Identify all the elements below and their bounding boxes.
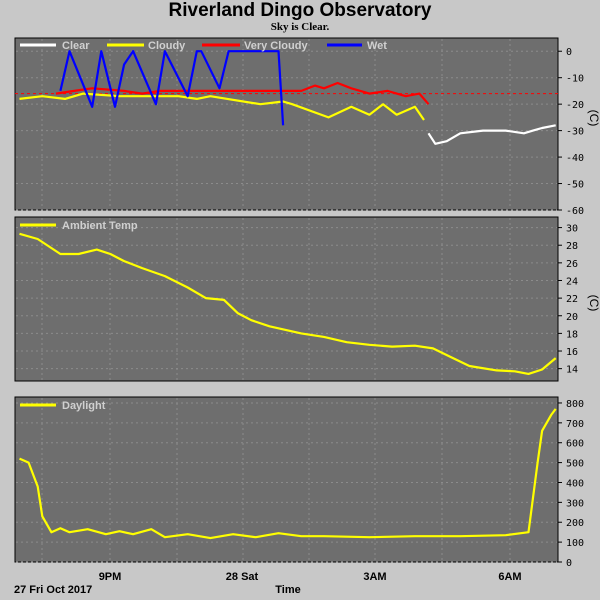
y-tick-label: -20 <box>566 100 584 111</box>
sky-y-ticks: 0 -10 -20 -30 -40 -50 -60 <box>558 47 584 217</box>
legend-label-clear: Clear <box>62 40 90 52</box>
daylight-legend: Daylight <box>20 400 106 412</box>
y-tick-label: -30 <box>566 127 584 138</box>
y-tick-label: 0 <box>566 558 572 569</box>
y-tick-label: 18 <box>566 329 578 340</box>
y-tick-label: 400 <box>566 478 584 489</box>
x-tick-label-6am: 6AM <box>498 571 521 583</box>
y-tick-label: 16 <box>566 347 578 358</box>
y-tick-label: 200 <box>566 518 584 529</box>
series-line-clear <box>427 124 556 145</box>
legend-label-wet: Wet <box>367 40 387 52</box>
daylight-y-ticks: 800 700 600 500 400 300 200 100 0 <box>558 399 584 569</box>
series-line-wet <box>59 50 285 126</box>
y-tick-label: 800 <box>566 399 584 410</box>
x-tick-label-28-sat: 28 Sat <box>226 571 259 583</box>
x-tick-label-9pm: 9PM <box>99 571 122 583</box>
series-line-ambient-temp <box>19 232 557 375</box>
y-tick-label: -60 <box>566 206 584 217</box>
daylight-grid <box>16 398 557 563</box>
x-axis-title: Time <box>275 584 300 596</box>
footer-date: 27 Fri Oct 2017 <box>14 584 92 596</box>
y-tick-label: 26 <box>566 259 578 270</box>
temperature-series <box>19 232 557 375</box>
y-tick-label: 28 <box>566 241 578 252</box>
sky-unit-label: (C) <box>587 110 600 127</box>
temperature-y-ticks: 30 28 26 24 22 20 18 16 14 <box>558 224 578 376</box>
y-tick-label: 100 <box>566 538 584 549</box>
sky-grid <box>16 39 557 211</box>
y-tick-label: -10 <box>566 74 584 85</box>
y-tick-label: 700 <box>566 419 584 430</box>
y-tick-label: 600 <box>566 439 584 450</box>
y-tick-label: 24 <box>566 276 578 287</box>
page-subtitle: Sky is Clear. <box>270 21 330 33</box>
sky-series <box>19 50 556 145</box>
series-line-daylight <box>19 408 557 540</box>
page-title: Riverland Dingo Observatory <box>168 0 432 21</box>
legend-label-cloudy: Cloudy <box>148 40 186 52</box>
x-tick-label-3am: 3AM <box>363 571 386 583</box>
sky-panel: 0 -10 -20 -30 -40 -50 -60 (C) Clear Cloudy Ver… <box>14 37 600 217</box>
y-tick-label: 0 <box>566 47 572 58</box>
legend-label-daylight: Daylight <box>62 400 106 412</box>
y-tick-label: 30 <box>566 224 578 235</box>
y-tick-label: 20 <box>566 312 578 323</box>
y-tick-label: 14 <box>566 365 578 376</box>
legend-label-ambient-temp: Ambient Temp <box>62 220 138 232</box>
legend-label-very-cloudy: Very Cloudy <box>244 40 308 52</box>
y-tick-label: -40 <box>566 153 584 164</box>
daylight-plot-area <box>14 396 559 563</box>
series-line-cloudy <box>19 92 425 121</box>
y-tick-label: 22 <box>566 294 578 305</box>
sky-plot-area <box>14 37 559 211</box>
temperature-unit-label: (C) <box>587 295 600 312</box>
daylight-series <box>19 408 557 540</box>
temperature-legend: Ambient Temp <box>20 220 138 232</box>
daylight-panel: 800 700 600 500 400 300 200 100 0 Daylight <box>14 396 584 569</box>
y-tick-label: -50 <box>566 180 584 191</box>
y-tick-label: 500 <box>566 459 584 470</box>
x-axis: 9PM 28 Sat 3AM 6AM 27 Fri Oct 2017 Time <box>14 571 522 596</box>
temperature-plot-area <box>14 216 559 382</box>
temperature-panel: 30 28 26 24 22 20 18 16 14 (C) Ambient Temp <box>14 216 600 382</box>
temperature-grid <box>16 218 557 380</box>
sky-legend: Clear Cloudy Very Cloudy Wet <box>20 40 387 52</box>
y-tick-label: 300 <box>566 498 584 509</box>
